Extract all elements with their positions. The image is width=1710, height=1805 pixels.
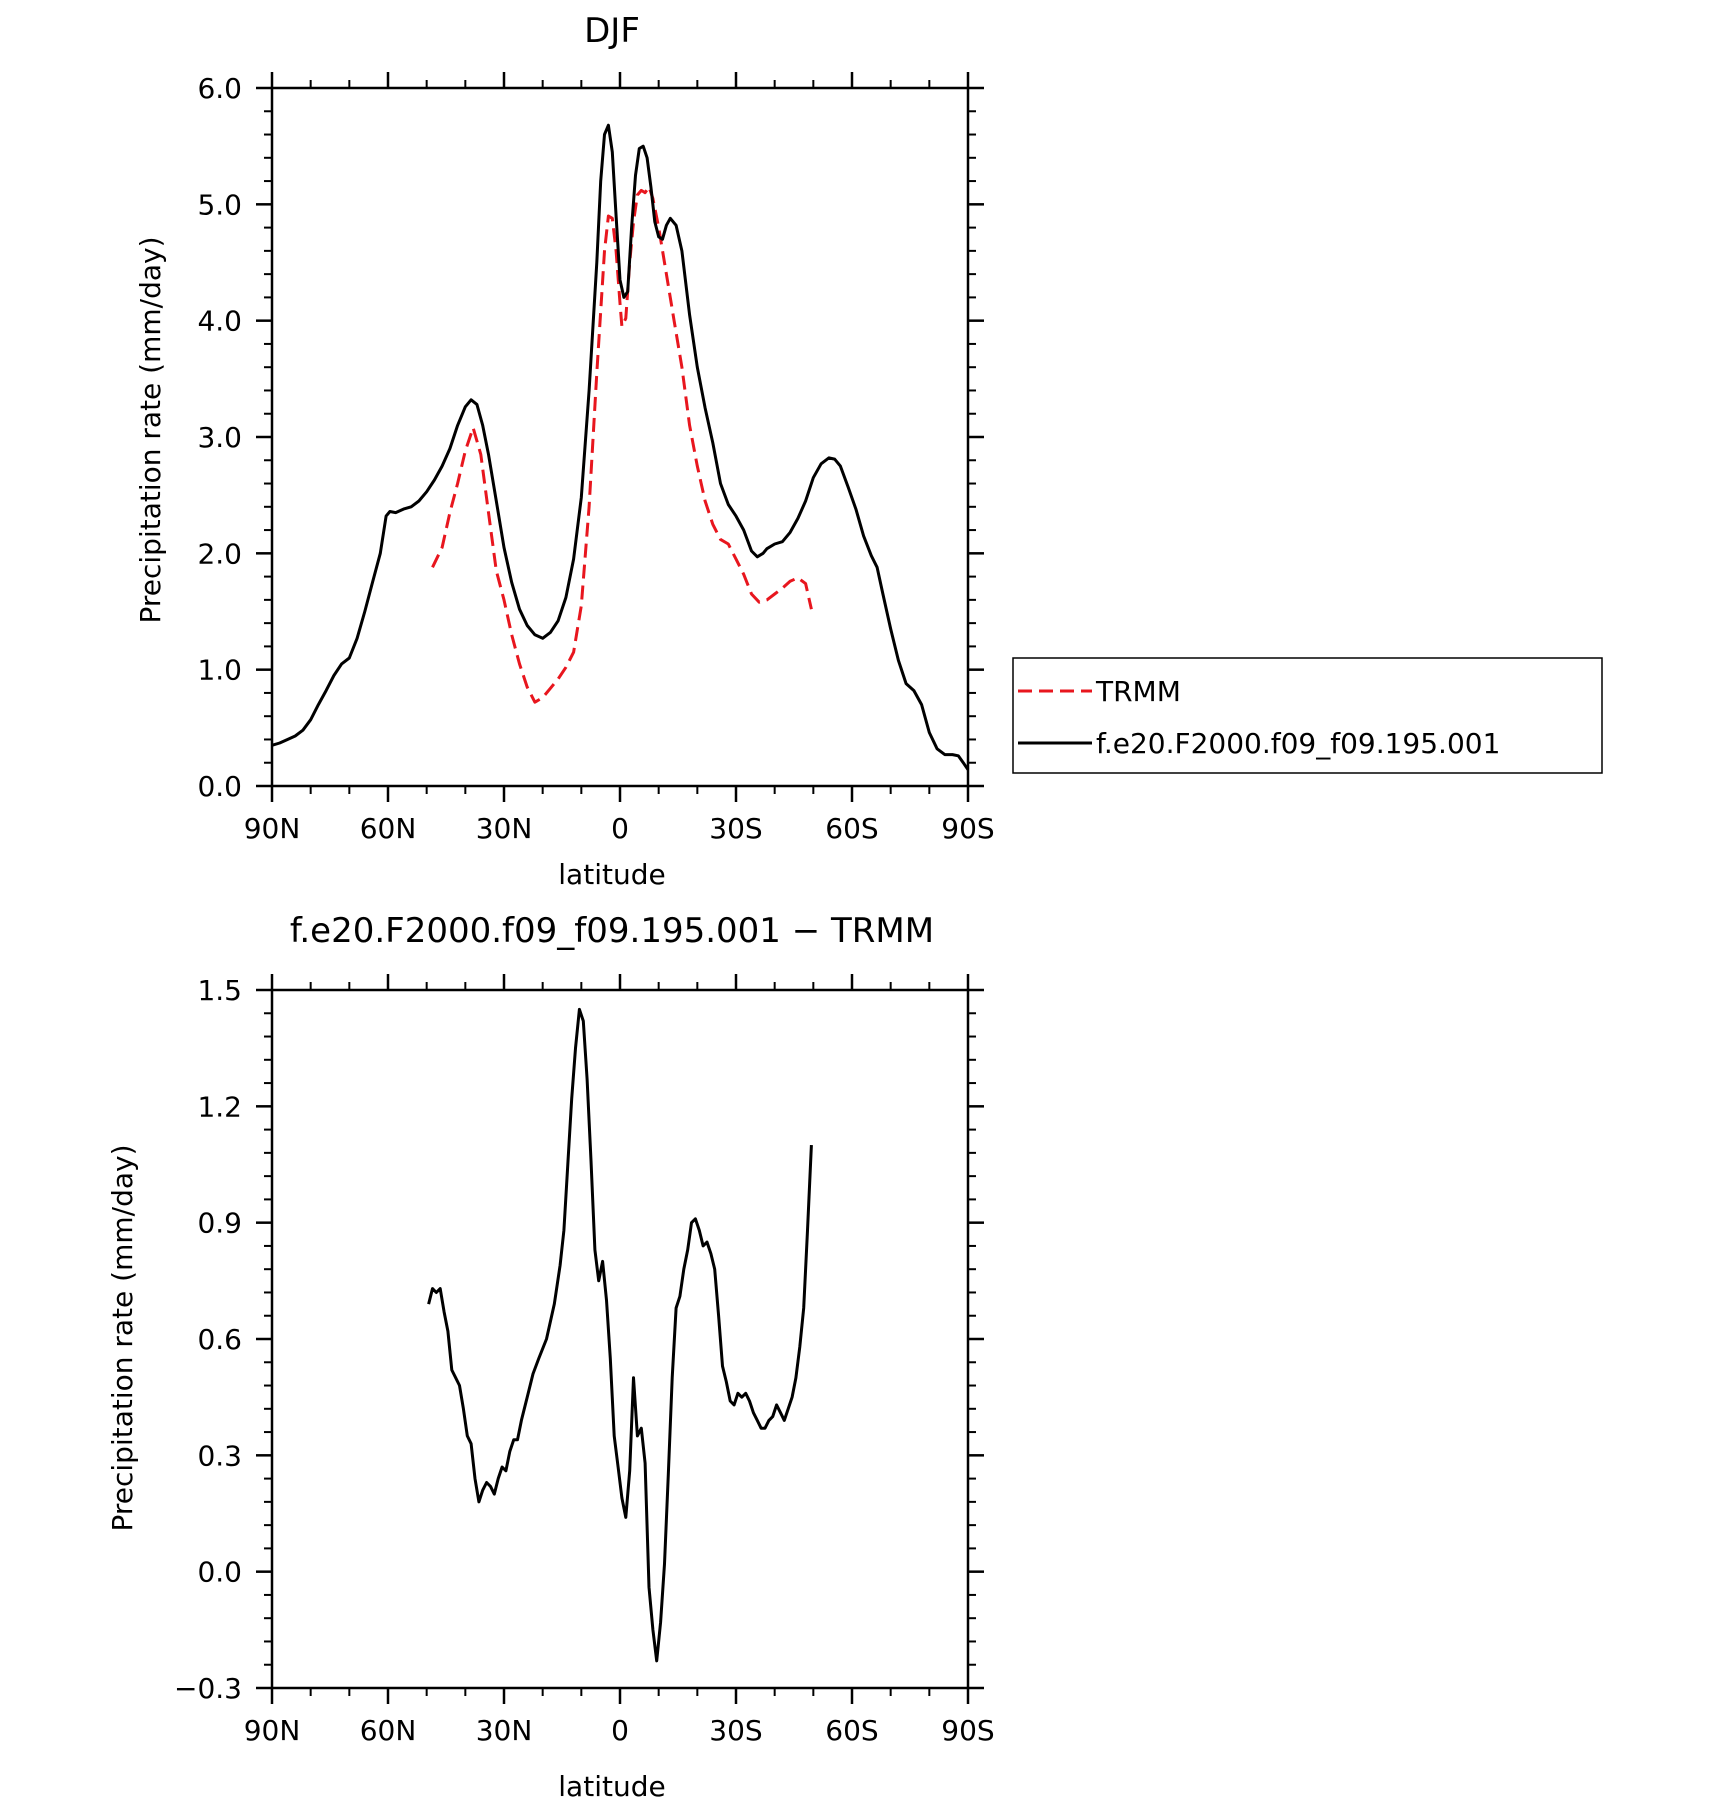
panel-difference: f.e20.F2000.f09_f09.195.001 − TRMM latit… [106, 911, 995, 1803]
legend-label-trmm: TRMM [1095, 675, 1181, 708]
series-line-difference [427, 1007, 813, 1663]
y-tick-label: −0.3 [174, 1672, 242, 1705]
tick-layer: 90N 60N 30N 0 30S 60S 90S 0.0 1.0 2.0 3.0 4.0 5.0 6.0 [197, 72, 995, 845]
x-tick-label: 0 [611, 1714, 629, 1747]
x-tick-label: 90N [244, 812, 301, 845]
legend: TRMM f.e20.F2000.f09_f09.195.001 [1012, 657, 1603, 774]
y-tick-label: 4.0 [197, 305, 242, 338]
series-layer [271, 123, 970, 771]
series-line-trmm [431, 185, 813, 704]
x-tick-label: 0 [611, 812, 629, 845]
chart-title: DJF [584, 11, 640, 51]
panel-djf: DJF latitude Precipitation rate (mm/day)… [134, 11, 995, 891]
series-layer [427, 1007, 813, 1663]
legend-box [1012, 657, 1603, 774]
y-tick-label: 1.5 [197, 974, 242, 1007]
x-tick-label: 30S [709, 1714, 762, 1747]
y-tick-label: 3.0 [197, 421, 242, 454]
x-tick-label: 30S [709, 812, 762, 845]
y-tick-label: 5.0 [197, 188, 242, 221]
legend-label-model: f.e20.F2000.f09_f09.195.001 [1096, 727, 1500, 760]
y-tick-label: 1.0 [197, 654, 242, 687]
y-tick-label: 6.0 [197, 72, 242, 105]
x-axis-label: latitude [558, 858, 665, 891]
plot-frame [270, 988, 970, 1690]
x-tick-label: 60S [825, 1714, 878, 1747]
series-line-model [271, 123, 970, 771]
plot-frame [270, 86, 970, 788]
tick-layer: 90N 60N 30N 0 30S 60S 90S −0.3 0.0 0.3 0.6 0.9 1.2 1.… [174, 974, 995, 1747]
y-tick-label: 0.0 [197, 770, 242, 803]
x-tick-label: 60S [825, 812, 878, 845]
y-tick-label: 1.2 [197, 1090, 242, 1123]
x-tick-label: 30N [476, 812, 533, 845]
chart-title: f.e20.F2000.f09_f09.195.001 − TRMM [290, 911, 934, 951]
y-tick-label: 2.0 [197, 537, 242, 570]
x-tick-label: 90S [941, 812, 994, 845]
x-tick-label: 30N [476, 1714, 533, 1747]
x-axis-label: latitude [558, 1770, 665, 1803]
y-tick-label: 0.3 [197, 1439, 242, 1472]
x-tick-label: 60N [360, 1714, 417, 1747]
y-axis-label: Precipitation rate (mm/day) [134, 236, 167, 623]
y-tick-label: 0.0 [197, 1556, 242, 1589]
x-tick-label: 90S [941, 1714, 994, 1747]
x-tick-label: 60N [360, 812, 417, 845]
y-tick-label: 0.9 [197, 1207, 242, 1240]
x-tick-label: 90N [244, 1714, 301, 1747]
y-axis-label: Precipitation rate (mm/day) [106, 1144, 139, 1531]
y-tick-label: 0.6 [197, 1323, 242, 1356]
